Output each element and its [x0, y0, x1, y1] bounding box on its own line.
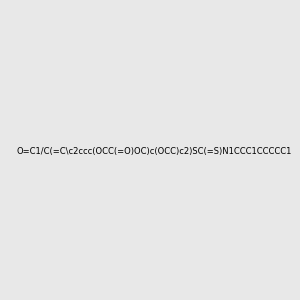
Text: O=C1/C(=C\c2ccc(OCC(=O)OC)c(OCC)c2)SC(=S)N1CCC1CCCCC1: O=C1/C(=C\c2ccc(OCC(=O)OC)c(OCC)c2)SC(=S…: [16, 147, 291, 156]
